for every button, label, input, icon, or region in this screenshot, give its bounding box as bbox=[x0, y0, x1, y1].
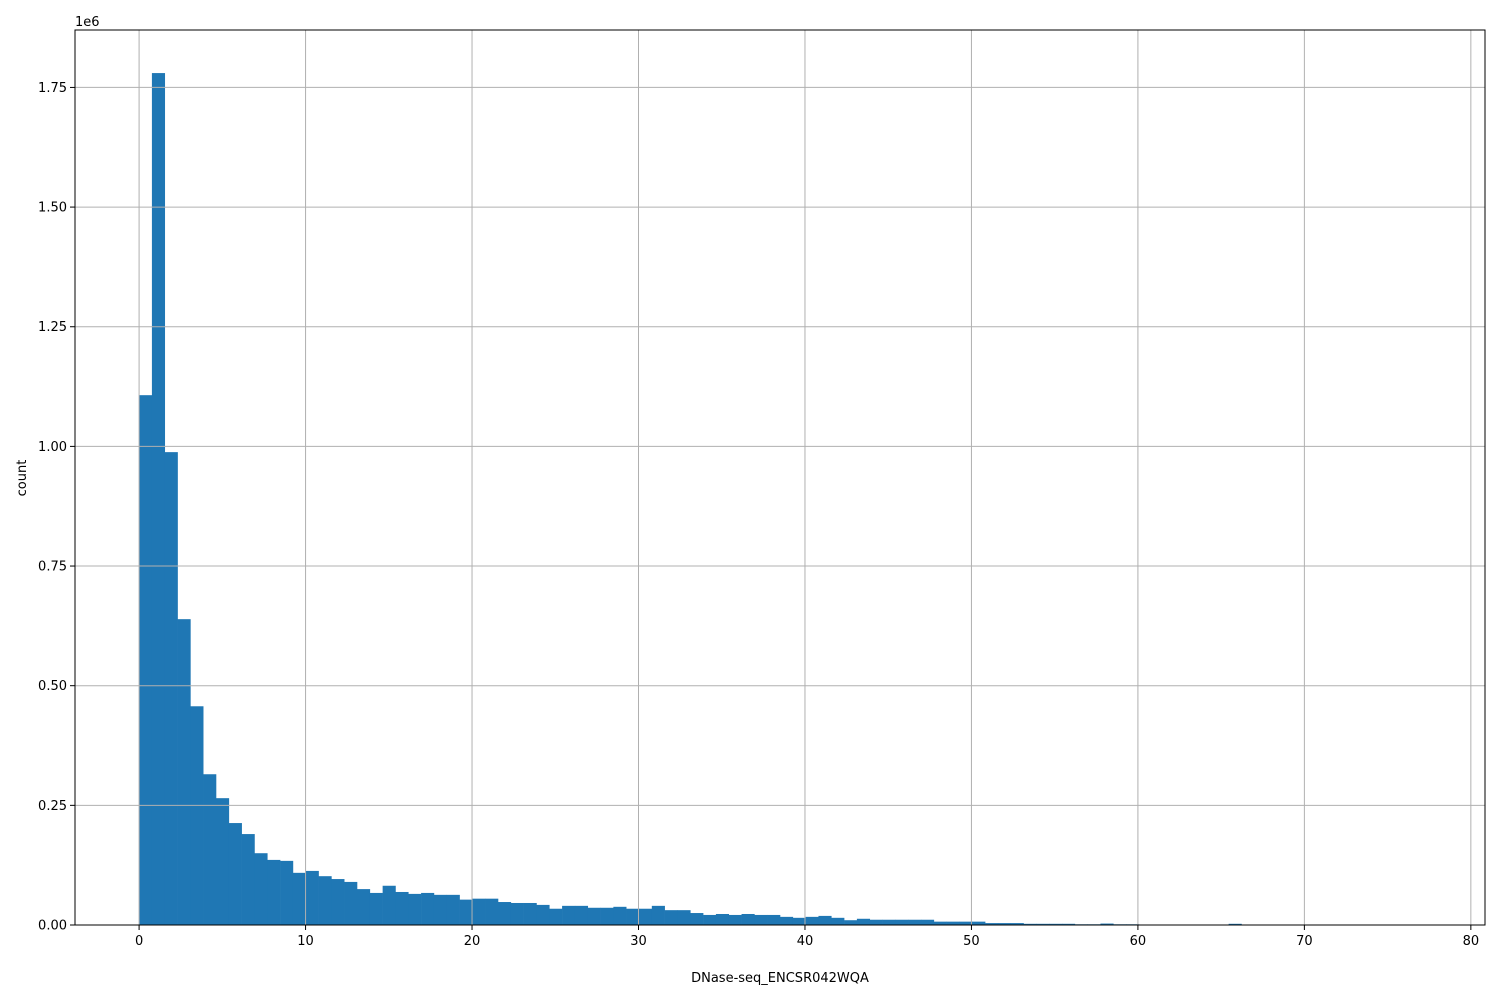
histogram-bar bbox=[139, 395, 152, 925]
y-tick-label: 0.00 bbox=[38, 919, 67, 934]
histogram-bar bbox=[460, 900, 473, 925]
histogram-bar bbox=[626, 909, 639, 925]
histogram-bar bbox=[421, 893, 434, 925]
histogram-bar bbox=[434, 895, 447, 925]
histogram-bar bbox=[498, 902, 511, 925]
histogram-bar bbox=[729, 915, 742, 925]
histogram-bar bbox=[511, 903, 524, 925]
histogram-bar bbox=[677, 910, 690, 925]
histogram-bar bbox=[921, 920, 934, 925]
histogram-bar bbox=[895, 920, 908, 925]
histogram-bar bbox=[652, 906, 665, 925]
bars bbox=[139, 73, 1421, 925]
x-ticks: 0 10 20 30 40 50 60 70 80 bbox=[135, 925, 1479, 949]
histogram-bar bbox=[639, 909, 652, 925]
histogram-bar bbox=[613, 907, 626, 925]
y-offset-label: 1e6 bbox=[75, 15, 100, 30]
y-tick-label: 1.50 bbox=[38, 201, 67, 216]
histogram-bar bbox=[818, 916, 831, 925]
histogram-bar bbox=[370, 893, 383, 925]
histogram-bar bbox=[767, 915, 780, 925]
y-tick-label: 0.50 bbox=[38, 679, 67, 694]
x-tick-label: 80 bbox=[1463, 934, 1480, 949]
histogram-bar bbox=[754, 915, 767, 925]
histogram-bar bbox=[883, 920, 896, 925]
histogram-bar bbox=[152, 73, 165, 925]
histogram-bar bbox=[306, 871, 319, 925]
x-tick-label: 70 bbox=[1296, 934, 1313, 949]
histogram-bar bbox=[331, 879, 344, 925]
histogram-bar bbox=[536, 905, 549, 925]
histogram-bar bbox=[280, 861, 293, 925]
histogram-bar bbox=[408, 894, 421, 925]
histogram-bar bbox=[383, 886, 396, 925]
y-tick-label: 1.25 bbox=[38, 320, 67, 335]
y-tick-label: 0.75 bbox=[38, 560, 67, 575]
axes-frame bbox=[75, 30, 1485, 925]
histogram-bar bbox=[178, 619, 191, 925]
grid bbox=[75, 30, 1485, 925]
histogram-bar bbox=[806, 917, 819, 925]
histogram-bar bbox=[216, 798, 229, 925]
histogram-bar bbox=[831, 918, 844, 925]
histogram-bar bbox=[344, 882, 357, 925]
histogram-bar bbox=[934, 922, 947, 925]
histogram-bar bbox=[742, 914, 755, 925]
histogram-bar bbox=[395, 892, 408, 925]
y-tick-label: 0.25 bbox=[38, 799, 67, 814]
histogram-bar bbox=[165, 452, 178, 925]
histogram-bar bbox=[549, 909, 562, 925]
x-tick-label: 40 bbox=[797, 934, 814, 949]
histogram-bar bbox=[690, 913, 703, 925]
y-tick-label: 1.00 bbox=[38, 440, 67, 455]
histogram-bar bbox=[857, 919, 870, 925]
x-tick-label: 50 bbox=[963, 934, 980, 949]
histogram-bar bbox=[447, 895, 460, 925]
histogram-bar bbox=[293, 873, 306, 925]
histogram-bar bbox=[575, 906, 588, 925]
histogram-bar bbox=[959, 922, 972, 925]
histogram-bar bbox=[562, 906, 575, 925]
x-tick-label: 60 bbox=[1130, 934, 1147, 949]
x-tick-label: 0 bbox=[135, 934, 143, 949]
histogram-bar bbox=[844, 920, 857, 925]
histogram-bar bbox=[357, 889, 370, 925]
histogram-bar bbox=[947, 922, 960, 925]
histogram-bar bbox=[601, 908, 614, 925]
histogram-bar bbox=[242, 834, 255, 925]
y-axis-label: count bbox=[15, 460, 30, 497]
y-tick-label: 1.75 bbox=[38, 81, 67, 96]
x-tick-label: 30 bbox=[630, 934, 647, 949]
histogram-bar bbox=[665, 910, 678, 925]
histogram-bar bbox=[703, 915, 716, 925]
histogram-bar bbox=[972, 922, 985, 925]
histogram-bar bbox=[793, 918, 806, 925]
histogram-bar bbox=[254, 853, 267, 925]
histogram-bar bbox=[203, 774, 216, 925]
histogram-bar bbox=[524, 903, 537, 925]
histogram-bar bbox=[908, 920, 921, 925]
histogram-bar bbox=[485, 899, 498, 925]
histogram-bar bbox=[267, 860, 280, 925]
histogram-bar bbox=[319, 876, 332, 925]
x-tick-label: 20 bbox=[464, 934, 481, 949]
y-ticks: 0.00 0.25 0.50 0.75 1.00 1.25 1.50 1.75 bbox=[38, 81, 75, 934]
histogram-bar bbox=[716, 914, 729, 925]
histogram-bar bbox=[229, 823, 242, 925]
histogram-bar bbox=[780, 917, 793, 925]
x-tick-label: 10 bbox=[297, 934, 314, 949]
histogram-bar bbox=[472, 899, 485, 925]
histogram-bar bbox=[190, 706, 203, 925]
histogram-bar bbox=[588, 908, 601, 925]
x-axis-label: DNase-seq_ENCSR042WQA bbox=[691, 971, 869, 986]
histogram-bar bbox=[870, 920, 883, 925]
